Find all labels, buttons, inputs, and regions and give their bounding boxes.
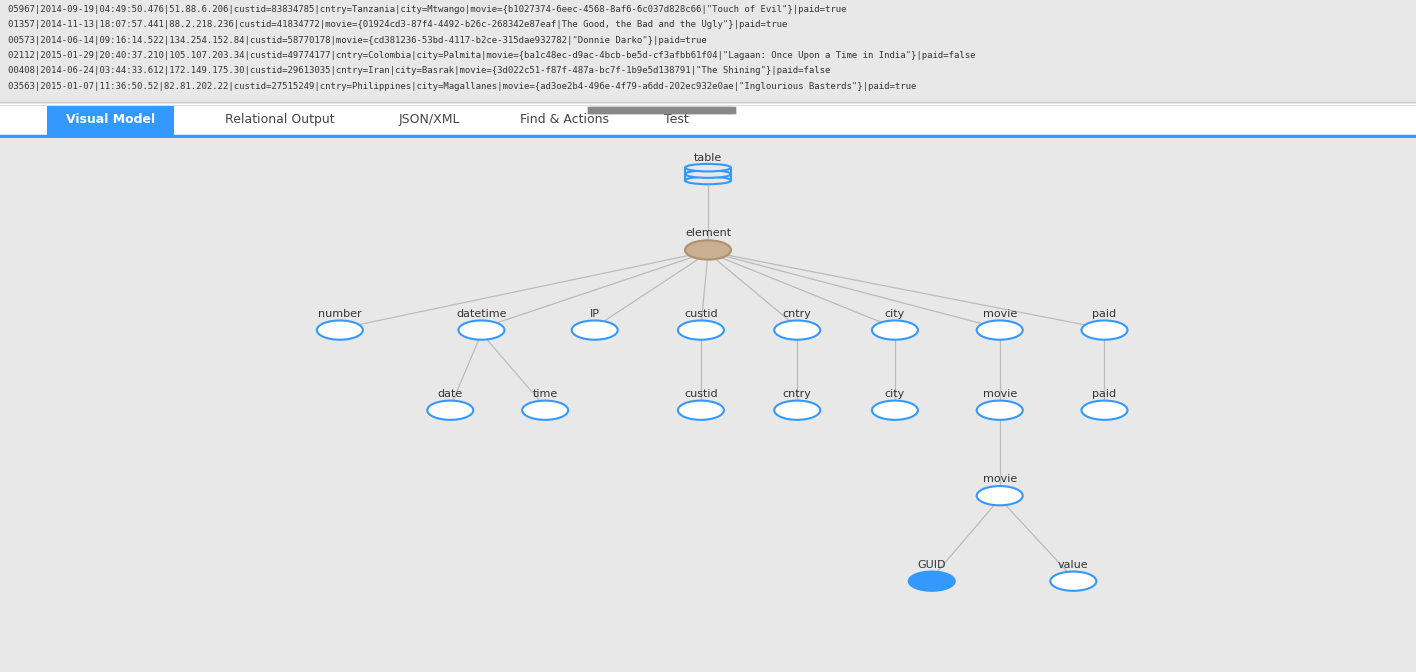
Text: 03563|2015-01-07|11:36:50.52|82.81.202.22|custid=27515249|cntry=Philippines|city: 03563|2015-01-07|11:36:50.52|82.81.202.2…	[8, 81, 918, 91]
Ellipse shape	[317, 321, 362, 340]
FancyBboxPatch shape	[47, 106, 174, 136]
Text: 01357|2014-11-13|18:07:57.441|88.2.218.236|custid=41834772|movie={01924cd3-87f4-: 01357|2014-11-13|18:07:57.441|88.2.218.2…	[8, 20, 787, 30]
Ellipse shape	[775, 321, 820, 340]
Text: IP: IP	[589, 308, 600, 319]
Text: cntry: cntry	[783, 308, 811, 319]
Text: JSON/XML: JSON/XML	[398, 113, 460, 126]
Text: Test: Test	[664, 113, 690, 126]
Text: 00573|2014-06-14|09:16:14.522|134.254.152.84|custid=58770178|movie={cd381236-53b: 00573|2014-06-14|09:16:14.522|134.254.15…	[8, 36, 707, 45]
Text: movie: movie	[983, 474, 1017, 484]
FancyBboxPatch shape	[0, 104, 1416, 138]
Ellipse shape	[685, 170, 731, 178]
FancyBboxPatch shape	[588, 107, 736, 114]
Ellipse shape	[678, 401, 724, 420]
Ellipse shape	[775, 401, 820, 420]
Ellipse shape	[1082, 401, 1127, 420]
Ellipse shape	[1082, 321, 1127, 340]
Ellipse shape	[977, 486, 1022, 505]
Text: Find & Actions: Find & Actions	[520, 113, 609, 126]
Text: number: number	[319, 308, 361, 319]
Text: city: city	[885, 308, 905, 319]
Text: custid: custid	[684, 308, 718, 319]
Text: movie: movie	[983, 388, 1017, 398]
Ellipse shape	[977, 401, 1022, 420]
Ellipse shape	[459, 321, 504, 340]
Text: Relational Output: Relational Output	[225, 113, 334, 126]
Ellipse shape	[428, 401, 473, 420]
Text: city: city	[885, 388, 905, 398]
Text: date: date	[438, 388, 463, 398]
Text: Visual Model: Visual Model	[67, 113, 154, 126]
Ellipse shape	[872, 321, 918, 340]
Text: GUID: GUID	[918, 560, 946, 570]
Ellipse shape	[678, 321, 724, 340]
Text: element: element	[685, 228, 731, 239]
Text: cntry: cntry	[783, 388, 811, 398]
Text: paid: paid	[1092, 308, 1117, 319]
Text: movie: movie	[983, 308, 1017, 319]
Ellipse shape	[523, 401, 568, 420]
Text: 02112|2015-01-29|20:40:37.210|105.107.203.34|custid=49774177|cntry=Colombia|city: 02112|2015-01-29|20:40:37.210|105.107.20…	[8, 51, 976, 60]
Text: 00408|2014-06-24|03:44:33.612|172.149.175.30|custid=29613035|cntry=Iran|city=Bas: 00408|2014-06-24|03:44:33.612|172.149.17…	[8, 67, 831, 75]
Ellipse shape	[1051, 572, 1096, 591]
Text: value: value	[1058, 560, 1089, 570]
Ellipse shape	[685, 241, 731, 259]
Ellipse shape	[909, 572, 954, 591]
Ellipse shape	[572, 321, 617, 340]
Ellipse shape	[685, 177, 731, 184]
Text: 05967|2014-09-19|04:49:50.476|51.88.6.206|custid=83834785|cntry=Tanzania|city=Mt: 05967|2014-09-19|04:49:50.476|51.88.6.20…	[8, 5, 847, 14]
Text: table: table	[694, 153, 722, 163]
Ellipse shape	[872, 401, 918, 420]
Ellipse shape	[685, 164, 731, 171]
Text: custid: custid	[684, 388, 718, 398]
Text: datetime: datetime	[456, 308, 507, 319]
Text: paid: paid	[1092, 388, 1117, 398]
Text: time: time	[532, 388, 558, 398]
Ellipse shape	[977, 321, 1022, 340]
